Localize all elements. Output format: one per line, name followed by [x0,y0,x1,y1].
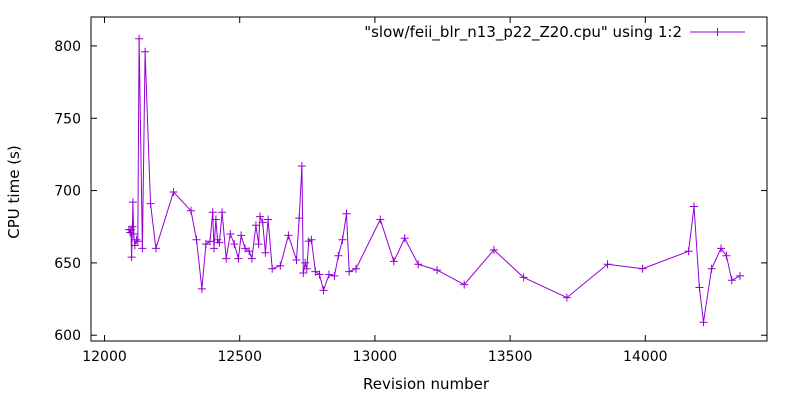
data-point-marker [699,318,708,327]
data-point-marker [132,235,141,244]
data-point-marker [210,244,218,253]
data-point-marker [307,235,316,244]
y-tick-label: 800 [54,39,81,55]
data-point-marker [707,264,716,273]
data-point-marker [245,247,254,256]
data-point-marker [315,270,324,279]
data-point-marker [192,235,201,244]
data-point-marker [146,199,155,208]
data-point-marker [717,244,725,253]
data-point-marker [345,267,354,276]
data-point-marker [389,257,398,266]
data-point-marker [376,215,385,224]
data-point-marker [295,214,304,223]
data-point-marker [206,237,214,246]
data-point-marker [138,244,147,253]
data-point-marker [130,241,139,250]
data-point-marker [230,240,239,249]
data-point-marker [211,215,220,224]
data-point-marker [690,202,698,211]
data-point-marker [299,269,308,277]
data-point-marker [222,254,231,263]
data-point-marker [433,266,442,275]
axis-ticks: 12000 12500 13000 13500 14000 600 650 700 750 800 [54,17,767,365]
x-tick-label: 13000 [353,349,398,365]
data-point-marker [261,248,270,257]
legend-marker-sample [713,28,722,36]
data-point-marker [129,230,138,238]
data-point-marker [292,256,301,264]
data-point-marker [268,264,277,273]
data-point-marker [722,251,731,260]
data-point-marker [234,254,243,263]
data-point-marker [241,244,250,253]
plot-border [90,16,768,342]
data-point-marker [254,240,263,249]
data-point-marker [276,261,285,270]
data-point-marker [208,208,217,217]
data-point-marker [135,34,144,43]
data-point-marker [264,215,273,224]
legend: "slow/feii_blr_n13_p22_Z20.cpu" using 1:… [364,23,745,42]
data-point-marker [151,244,160,253]
x-tick-label: 12000 [82,349,127,365]
data-point-marker [251,221,260,230]
data-point-marker [201,240,210,249]
data-point-marker [311,267,320,276]
plot-frame [90,16,768,342]
data-point-marker [519,273,528,282]
data-point-marker [302,264,311,273]
data-point-marker [237,231,246,240]
data-point-marker [684,247,693,256]
data-point-marker [256,212,264,221]
y-tick-label: 750 [54,111,81,127]
data-point-marker [141,47,150,56]
data-point-marker [169,188,178,196]
data-point-marker [352,264,360,273]
data-point-marker [218,208,227,217]
data-point-marker [258,218,267,227]
data-point-marker [226,230,235,238]
y-tick-label: 700 [54,184,81,200]
data-point-marker [133,237,142,246]
data-point-marker [247,254,256,263]
data-point-marker [319,286,328,295]
series-line [128,38,741,323]
data-point-marker [638,264,647,273]
y-tick-label: 650 [54,256,81,272]
x-tick-label: 12500 [217,349,262,365]
data-point-marker [736,271,744,280]
data-point-marker [460,280,469,289]
data-point-marker [215,238,224,247]
data-point-marker [330,271,339,280]
y-axis-title: CPU time (s) [5,145,23,238]
data-point-marker [603,260,612,269]
x-tick-label: 13500 [488,349,533,365]
y-tick-label: 600 [54,328,81,344]
data-point-marker [297,162,306,170]
legend-label: "slow/feii_blr_n13_p22_Z20.cpu" using 1:… [364,23,682,42]
data-point-marker [342,209,351,218]
data-point-marker [187,206,195,215]
data-point-marker [400,234,409,243]
data-point-marker [325,270,333,279]
data-point-marker [284,231,293,240]
x-axis-title: Revision number [363,375,490,393]
series-layer [124,34,744,327]
data-point-marker [197,284,206,293]
x-tick-label: 14000 [623,349,668,365]
data-point-marker [414,260,423,269]
data-point-marker [727,276,736,285]
data-point-marker [562,293,571,302]
data-point-marker [338,235,347,244]
data-point-marker [489,245,498,254]
data-point-marker [128,222,137,231]
data-point-marker [334,251,343,260]
data-point-marker [695,283,704,292]
data-point-marker [128,198,137,207]
data-point-marker [301,258,310,267]
data-point-marker [127,253,136,262]
